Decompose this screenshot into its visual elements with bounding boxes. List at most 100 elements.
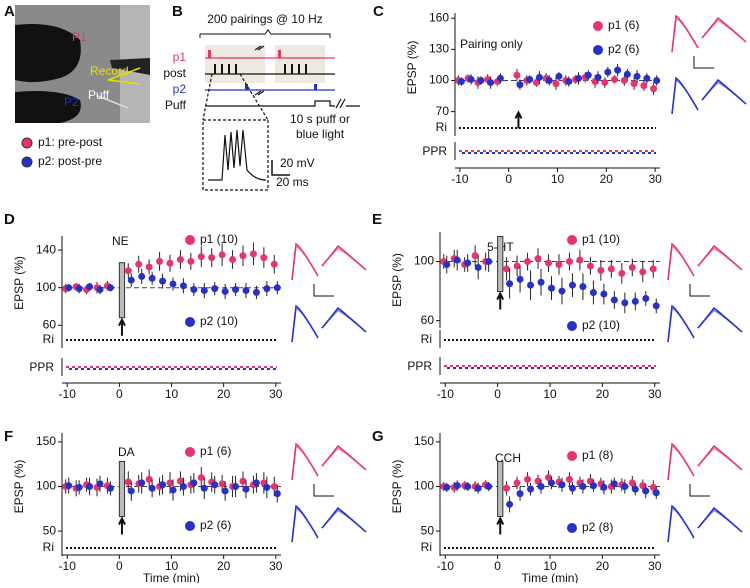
epsp-trace [667,442,743,481]
data-point [249,250,257,258]
legend-marker [593,45,603,55]
data-point [579,283,587,291]
data-point [159,277,167,285]
legend-label: p2 (6) [200,518,231,532]
row-label: p1 [173,50,187,64]
data-point [169,280,177,288]
data-point [106,484,114,492]
photo-label: Puff [88,88,110,102]
data-point [568,484,576,492]
data-point [623,70,631,78]
data-point [575,74,583,82]
data-point [169,486,177,494]
data-point [106,284,114,292]
data-point [639,268,647,276]
data-point [464,483,472,490]
data-point [600,290,608,298]
data-point [633,72,641,80]
data-point [610,296,618,304]
x-tick-label: 20 [217,387,231,401]
data-point [496,74,504,82]
sub-axis-label: Ri [421,332,432,346]
data-point [579,483,587,490]
data-point [589,482,597,490]
data-point [485,258,493,266]
application-bar [118,262,126,319]
panel-label: D [4,211,15,228]
x-tick-label: -10 [59,559,77,573]
data-point [252,288,260,296]
legend-marker [185,447,195,457]
protocol-diagram [202,45,360,191]
data-point [176,256,184,263]
data-point [453,482,461,490]
data-point [601,79,609,87]
data-point [148,484,156,492]
legend-label: p1 (10) [582,232,620,246]
x-tick-label: 0 [116,387,123,401]
data-point [503,484,511,492]
data-point [527,281,535,289]
legend-marker [567,321,577,331]
data-point [145,263,153,271]
data-point [190,286,198,294]
data-point [631,485,639,493]
x-axis-label: Time (min) [143,571,200,583]
data-point [96,286,104,294]
data-point [218,251,226,259]
sub-axis-label: Ri [43,332,54,346]
legend-label: p2 (10) [200,314,238,328]
x-tick-label: 30 [648,387,662,401]
pairing-arrow [118,317,126,336]
data-point [621,483,629,490]
legend-label: p1: pre-post [38,135,103,149]
data-point [506,280,514,288]
data-point [124,267,132,275]
data-point [568,281,576,289]
data-point [534,477,542,485]
legend-marker [21,137,33,149]
data-point [649,483,657,491]
data-point [618,269,626,277]
scale-bar [313,484,334,497]
data-point [631,297,639,305]
epsp-trace [291,442,367,481]
y-tick-label: 100 [36,280,56,294]
data-point [565,475,573,483]
y-tick-label: 100 [414,479,434,493]
data-point [513,71,521,79]
data-point [457,78,465,86]
data-point [558,481,566,489]
legend-label: p2 (8) [582,520,613,534]
data-point [477,76,485,84]
x-tick-label: 10 [165,387,179,401]
data-point [545,259,552,267]
data-point [242,287,250,295]
scale-bar [689,284,710,297]
x-tick-label: 20 [596,387,610,401]
data-point [652,302,660,310]
data-point [96,480,104,488]
sub-axis-label: PPR [29,360,54,374]
protocol-note: 10 s puff or [290,112,350,126]
legend-marker [567,451,577,461]
data-point [471,252,479,260]
photo-label: Record [90,64,129,78]
data-point [148,274,156,282]
data-point [642,294,650,302]
y-tick-label: 150 [414,434,434,448]
x-tick-label: -10 [437,387,455,401]
data-point [516,490,524,498]
data-point [516,81,524,89]
x-tick-label: -10 [451,172,469,186]
data-point [506,500,514,508]
epsp-trace [667,304,743,343]
legend-marker [185,521,195,531]
data-point [179,483,187,490]
data-point [513,479,521,487]
x-tick-label: 10 [551,172,565,186]
epsp-trace [671,14,747,53]
application-bar [118,461,126,517]
data-point [464,259,472,267]
data-point [611,75,619,83]
